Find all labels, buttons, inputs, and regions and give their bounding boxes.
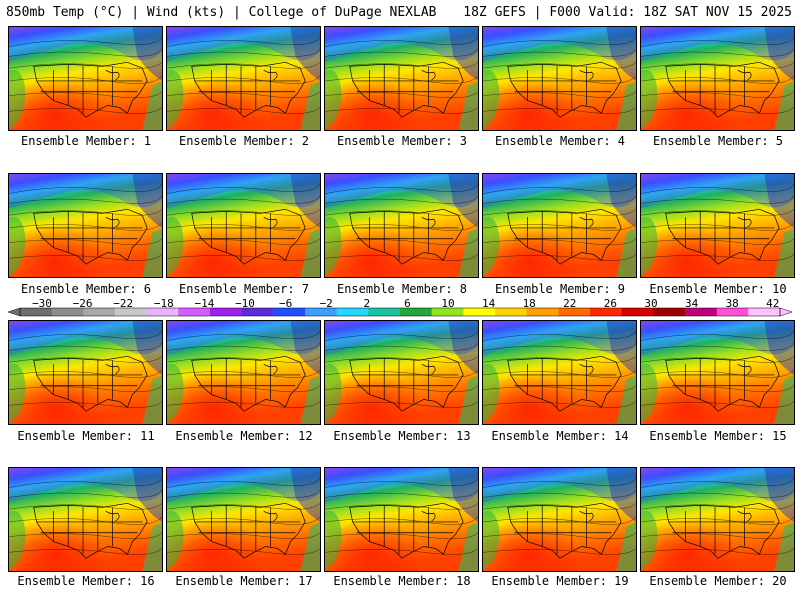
ensemble-map-panel bbox=[324, 173, 479, 278]
colorbar-swatch bbox=[685, 308, 718, 316]
colorbar-swatch bbox=[336, 308, 369, 316]
ensemble-map-panel bbox=[640, 26, 795, 131]
ensemble-member-caption: Ensemble Member: 11 bbox=[17, 429, 155, 443]
ensemble-member-caption: Ensemble Member: 7 bbox=[178, 282, 310, 296]
colorbar-swatch bbox=[431, 308, 464, 316]
ensemble-member-caption: Ensemble Member: 12 bbox=[175, 429, 313, 443]
ensemble-member-caption: Ensemble Member: 18 bbox=[333, 574, 471, 588]
ensemble-map-panel bbox=[8, 320, 163, 425]
colorbar-swatch bbox=[305, 308, 338, 316]
colorbar-tick-label: 30 bbox=[644, 297, 658, 310]
ensemble-member-caption: Ensemble Member: 20 bbox=[649, 574, 787, 588]
ensemble-map-panel bbox=[482, 26, 637, 131]
ensemble-map-panel bbox=[482, 467, 637, 572]
ensemble-map-panel bbox=[8, 467, 163, 572]
ensemble-map-panel bbox=[640, 173, 795, 278]
colorbar-swatch bbox=[20, 308, 53, 316]
colorbar-tick-label: −14 bbox=[194, 297, 215, 310]
ensemble-map-panel bbox=[166, 320, 321, 425]
colorbar-tick-label: −26 bbox=[72, 297, 93, 310]
colorbar-frame bbox=[19, 307, 781, 317]
ensemble-map-panel bbox=[640, 320, 795, 425]
colorbar-swatch bbox=[653, 308, 686, 316]
colorbar-arrow bbox=[779, 307, 792, 317]
colorbar-swatch bbox=[83, 308, 116, 316]
colorbar-tick-label: −10 bbox=[235, 297, 255, 310]
ensemble-member-caption: Ensemble Member: 6 bbox=[20, 282, 152, 296]
ensemble-map-panel bbox=[324, 467, 479, 572]
ensemble-member-caption: Ensemble Member: 5 bbox=[652, 134, 784, 148]
colorbar-arrow bbox=[8, 307, 21, 317]
ensemble-member-caption: Ensemble Member: 9 bbox=[494, 282, 626, 296]
ensemble-member-caption: Ensemble Member: 14 bbox=[491, 429, 629, 443]
colorbar-tick-label: 22 bbox=[563, 297, 577, 310]
ensemble-member-caption: Ensemble Member: 13 bbox=[333, 429, 471, 443]
ensemble-map-panel bbox=[482, 173, 637, 278]
colorbar-swatch bbox=[146, 308, 179, 316]
colorbar-tick-label: 38 bbox=[725, 297, 739, 310]
ensemble-map-panel bbox=[324, 26, 479, 131]
colorbar-tick-label: 14 bbox=[481, 297, 496, 310]
colorbar-tick-label: 10 bbox=[441, 297, 455, 310]
map-title: 850mb Temp (°C) | Wind (kts) | College o… bbox=[6, 5, 437, 20]
ensemble-map-panel bbox=[166, 467, 321, 572]
temperature-colorbar bbox=[8, 307, 792, 317]
colorbar-swatch bbox=[210, 308, 243, 316]
colorbar-swatch bbox=[716, 308, 749, 316]
colorbar-swatch bbox=[115, 308, 148, 316]
ensemble-member-caption: Ensemble Member: 2 bbox=[178, 134, 310, 148]
colorbar-swatch bbox=[463, 308, 496, 316]
ensemble-member-caption: Ensemble Member: 4 bbox=[494, 134, 626, 148]
colorbar-swatch bbox=[400, 308, 433, 316]
ensemble-member-caption: Ensemble Member: 15 bbox=[649, 429, 787, 443]
colorbar-swatch bbox=[178, 308, 211, 316]
colorbar-tick-label: −18 bbox=[153, 297, 174, 310]
colorbar-swatch bbox=[748, 308, 781, 316]
ensemble-member-caption: Ensemble Member: 8 bbox=[336, 282, 468, 296]
colorbar-swatch bbox=[495, 308, 528, 316]
ensemble-map-panel bbox=[8, 173, 163, 278]
colorbar-tick-label: −2 bbox=[319, 297, 333, 310]
ensemble-member-caption: Ensemble Member: 17 bbox=[175, 574, 313, 588]
ensemble-member-caption: Ensemble Member: 1 bbox=[20, 134, 152, 148]
colorbar-tick-label: 42 bbox=[766, 297, 780, 310]
colorbar-swatch bbox=[621, 308, 654, 316]
colorbar-swatch bbox=[273, 308, 306, 316]
ensemble-map-panel bbox=[324, 320, 479, 425]
ensemble-map-panel bbox=[166, 26, 321, 131]
colorbar-swatch bbox=[368, 308, 401, 316]
colorbar-tick-label: 34 bbox=[684, 297, 699, 310]
colorbar-tick-label: 18 bbox=[522, 297, 536, 310]
ensemble-member-caption: Ensemble Member: 19 bbox=[491, 574, 629, 588]
colorbar-tick-label: −22 bbox=[113, 297, 134, 310]
colorbar-tick-label: −30 bbox=[32, 297, 52, 310]
ensemble-map-panel bbox=[166, 173, 321, 278]
ensemble-member-caption: Ensemble Member: 10 bbox=[649, 282, 787, 296]
colorbar-swatch bbox=[241, 308, 274, 316]
colorbar-swatch bbox=[51, 308, 84, 316]
ensemble-map-panel bbox=[8, 26, 163, 131]
ensemble-map-panel bbox=[640, 467, 795, 572]
ensemble-map-panel bbox=[482, 320, 637, 425]
colorbar-tick-label: 26 bbox=[603, 297, 618, 310]
valid-time-label: 18Z GEFS | F000 Valid: 18Z SAT NOV 15 20… bbox=[463, 5, 792, 20]
colorbar-swatch bbox=[526, 308, 559, 316]
colorbar-tick-label: 6 bbox=[404, 297, 411, 310]
colorbar-swatch bbox=[558, 308, 591, 316]
colorbar-swatch bbox=[590, 308, 623, 316]
ensemble-member-caption: Ensemble Member: 16 bbox=[17, 574, 155, 588]
colorbar-tick-label: 2 bbox=[363, 297, 371, 310]
ensemble-member-caption: Ensemble Member: 3 bbox=[336, 134, 468, 148]
colorbar-tick-label: −6 bbox=[278, 297, 293, 310]
